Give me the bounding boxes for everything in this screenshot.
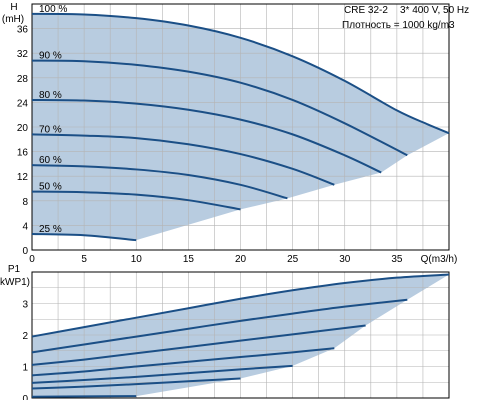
power-y-axis-unit: kWP1): [0, 277, 30, 288]
power-y-axis-label: P1: [8, 264, 21, 275]
head-y-tick-3: 12: [17, 172, 29, 183]
head-series-25pct: [31, 233, 137, 242]
head-curve-label-100pct: 100 %: [39, 4, 67, 15]
head-tick-labels: 0 5 10 15 20 25 30 35 0 4 8 12 16 20 24 28 32 36: [17, 25, 403, 265]
power-series-80pct: [31, 324, 366, 366]
head-x-tick-4: 20: [235, 254, 247, 265]
density-note: Плотность = 1000 kg/m3: [342, 20, 455, 31]
head-y-tick-0: 0: [22, 246, 28, 257]
head-x-tick-0: 0: [29, 254, 35, 265]
power-series-group: [31, 273, 450, 398]
head-x-tick-3: 15: [183, 254, 195, 265]
head-series-70pct: [31, 133, 335, 186]
x-axis-label: Q(m3/h): [421, 254, 458, 265]
head-y-tick-5: 20: [17, 123, 29, 134]
info-box: CRE 32-2 3* 400 V, 50 Hz Плотность = 100…: [342, 5, 469, 31]
head-y-tick-4: 16: [17, 148, 29, 159]
power-gridlines: [31, 271, 450, 399]
head-series-100pct: [31, 12, 450, 135]
power-y-tick-1: 1: [22, 363, 28, 374]
supply-spec: 3* 400 V, 50 Hz: [400, 5, 469, 16]
head-curve-label-70pct: 70 %: [39, 124, 62, 135]
head-y-tick-6: 24: [17, 98, 29, 109]
head-frame: [31, 3, 450, 251]
head-series-90pct: [31, 59, 408, 157]
power-y-tick-2: 2: [22, 331, 28, 342]
head-y-axis-unit: (mH): [2, 14, 24, 25]
power-series-100pct: [31, 273, 450, 338]
head-panel: 100 % 90 % 80 % 70 % 60 % 50 % 25 % 0 5 10 15 20 25…: [17, 3, 450, 265]
head-x-tick-5: 25: [287, 254, 299, 265]
head-curve-label-50pct: 50 %: [39, 182, 62, 193]
head-curve-label-60pct: 60 %: [39, 155, 62, 166]
head-series-80pct: [31, 98, 382, 174]
head-gridlines: [31, 3, 450, 251]
head-y-axis-label: H: [10, 2, 17, 13]
head-y-tick-1: 4: [22, 221, 28, 232]
power-series-70pct: [31, 347, 335, 377]
power-series-90pct: [31, 298, 408, 354]
head-curve-label-25pct: 25 %: [39, 224, 62, 235]
power-y-tick-3: 3: [22, 300, 28, 311]
head-y-tick-9: 36: [17, 25, 29, 36]
head-curve-label-80pct: 80 %: [39, 90, 62, 101]
head-x-tick-7: 35: [391, 254, 403, 265]
head-x-tick-6: 30: [339, 254, 351, 265]
power-panel: 051015202530350123: [22, 271, 450, 405]
power-frame: [31, 271, 450, 399]
pump-model: CRE 32-2: [344, 5, 388, 16]
power-y-tick-0: 0: [22, 394, 28, 400]
head-y-tick-7: 28: [17, 74, 29, 85]
head-y-tick-2: 8: [22, 197, 28, 208]
head-x-tick-1: 5: [81, 254, 87, 265]
head-series-group: [31, 12, 450, 242]
power-series-50pct: [31, 377, 241, 390]
power-series-60pct: [31, 364, 293, 384]
power-series-25pct: [31, 395, 137, 398]
head-series-60pct: [31, 164, 288, 200]
head-y-tick-8: 32: [17, 49, 29, 60]
head-x-tick-2: 10: [131, 254, 143, 265]
head-curve-labels: 100 % 90 % 80 % 70 % 60 % 50 % 25 %: [39, 4, 67, 235]
head-series-50pct: [31, 190, 241, 211]
head-curve-label-90pct: 90 %: [39, 51, 62, 62]
